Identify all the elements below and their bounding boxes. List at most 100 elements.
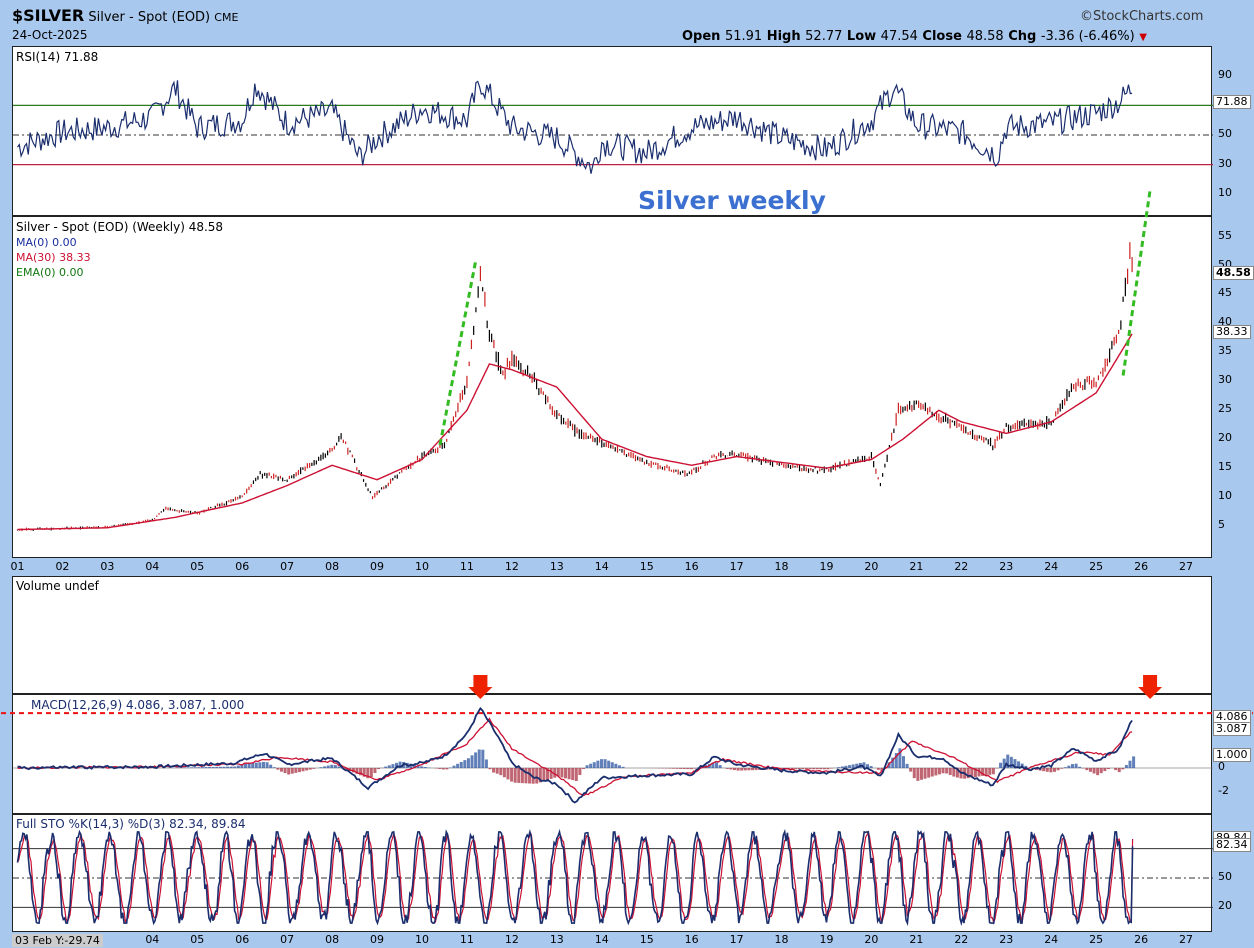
- macd-hist-bar: [272, 767, 276, 769]
- rsi-tick-30: 30: [1218, 156, 1232, 170]
- macd-hist-bar: [535, 768, 539, 784]
- x-tick-bottom-22: 22: [954, 933, 969, 946]
- macd-hist-bar: [952, 768, 956, 777]
- x-tick-27: 27: [1179, 560, 1194, 573]
- x-tick-bottom-10: 10: [414, 933, 429, 946]
- macd-hist-bar: [200, 767, 204, 769]
- x-tick-25: 25: [1089, 560, 1104, 573]
- rsi-panel[interactable]: RSI(14) 71.88: [12, 46, 1213, 216]
- x-tick-bottom-21: 21: [909, 933, 924, 946]
- sto-panel[interactable]: Full STO %K(14,3) %D(3) 82.34, 89.84: [12, 814, 1213, 932]
- macd-hist-bar: [297, 768, 301, 773]
- macd-hist-bar: [869, 766, 873, 769]
- macd-hist-bar: [930, 768, 934, 777]
- macd-hist-bar: [1009, 756, 1013, 769]
- x-tick-bottom-19: 19: [819, 933, 834, 946]
- macd-hist-bar: [528, 768, 532, 784]
- macd-panel[interactable]: MACD(12,26,9) 4.086, 3.087, 1.000: [1, 675, 1253, 814]
- macd-hist-bar: [866, 764, 870, 769]
- macd-tick--2: -2: [1218, 784, 1229, 798]
- macd-hist-bar: [898, 748, 902, 769]
- macd-hist-bar: [927, 768, 931, 778]
- macd-hist-bar: [190, 767, 194, 769]
- rsi-tick-90: 90: [1218, 67, 1232, 81]
- macd-hist-bar: [499, 768, 503, 776]
- macd-hist-bar: [384, 766, 388, 769]
- macd-hist-bar: [441, 768, 445, 770]
- macd-hist-bar: [456, 763, 460, 769]
- close-price-tag: 48.58: [1213, 265, 1254, 280]
- price-tick-5: 5: [1218, 518, 1225, 532]
- macd-hist-bar: [589, 763, 593, 769]
- macd-hist-bar: [894, 753, 898, 769]
- price-title: Silver - Spot (EOD) (Weekly) 48.58: [16, 220, 224, 234]
- macd-hist-bar: [970, 768, 974, 778]
- volume-title: Volume undef: [16, 579, 99, 593]
- macd-hist-bar: [377, 768, 381, 770]
- macd-hist-bar: [711, 762, 715, 769]
- x-tick-01: 01: [10, 560, 25, 573]
- macd-hist-bar: [966, 768, 970, 779]
- macd-hist-bar: [261, 761, 265, 769]
- legend-ma30: MA(30) 38.33: [16, 251, 91, 264]
- volume-panel[interactable]: Volume undef: [12, 576, 1212, 694]
- macd-tag-1.000: 1.000: [1213, 747, 1251, 762]
- macd-hist-bar: [398, 761, 402, 769]
- macd-hist-bar: [682, 768, 686, 769]
- macd-hist-bar: [1060, 768, 1064, 769]
- macd-hist-bar: [945, 768, 949, 774]
- macd-hist-bar: [305, 768, 309, 771]
- macd-hist-bar: [466, 758, 470, 769]
- macd-hist-bar: [779, 768, 783, 770]
- macd-hist-bar: [459, 761, 463, 769]
- macd-hist-bar: [596, 760, 600, 769]
- macd-hist-bar: [840, 766, 844, 769]
- macd-hist-bar: [556, 768, 560, 777]
- macd-hist-bar: [977, 768, 981, 777]
- price-panel[interactable]: Silver - Spot (EOD) (Weekly) 48.58 MA(0)…: [12, 190, 1212, 558]
- peak-arrow-icon: [468, 675, 493, 699]
- macd-hist-bar: [409, 763, 413, 769]
- macd-hist-bar: [715, 762, 719, 769]
- brand-logo[interactable]: ©StockCharts.com: [1080, 9, 1204, 24]
- macd-hist-bar: [355, 768, 359, 774]
- macd-hist-bar: [916, 768, 920, 781]
- x-tick-07: 07: [280, 560, 295, 573]
- macd-hist-bar: [679, 768, 683, 769]
- macd-hist-bar: [395, 762, 399, 769]
- macd-hist-bar: [564, 768, 568, 779]
- macd-hist-bar: [279, 768, 283, 772]
- x-tick-bottom-23: 23: [999, 933, 1014, 946]
- macd-hist-bar: [211, 766, 215, 769]
- macd-hist-bar: [754, 768, 758, 771]
- macd-hist-bar: [887, 762, 891, 769]
- x-tick-02: 02: [55, 560, 70, 573]
- macd-hist-bar: [254, 762, 258, 769]
- x-tick-05: 05: [190, 560, 205, 573]
- macd-hist-bar: [826, 768, 830, 770]
- macd-hist-bar: [981, 768, 985, 776]
- macd-hist-bar: [948, 768, 952, 776]
- macd-hist-bar: [531, 768, 535, 784]
- sto-plot: [13, 828, 1213, 927]
- macd-hist-bar: [689, 768, 693, 770]
- instrument-name: Silver - Spot (EOD): [88, 10, 211, 25]
- x-tick-bottom-13: 13: [549, 933, 564, 946]
- macd-hist-bar: [193, 767, 197, 769]
- macd-hist-bar: [502, 768, 506, 778]
- macd-hist-bar: [319, 767, 323, 769]
- macd-hist-bar: [495, 768, 499, 774]
- macd-hist-bar: [445, 768, 449, 770]
- x-tick-12: 12: [504, 560, 519, 573]
- ohlc-summary: Open 51.91 High 52.77 Low 47.54 Close 48…: [682, 29, 1147, 44]
- price-bars: [16, 242, 1133, 532]
- x-tick-16: 16: [684, 560, 699, 573]
- macd-hist-bar: [477, 749, 481, 769]
- macd-hist-bar: [1078, 766, 1082, 769]
- macd-hist-bar: [567, 768, 571, 780]
- x-tick-bottom-27: 27: [1179, 933, 1194, 946]
- x-tick-bottom-26: 26: [1134, 933, 1149, 946]
- macd-hist-bar: [855, 763, 859, 769]
- price-tick-45: 45: [1218, 286, 1232, 300]
- macd-hist-bar: [452, 765, 456, 769]
